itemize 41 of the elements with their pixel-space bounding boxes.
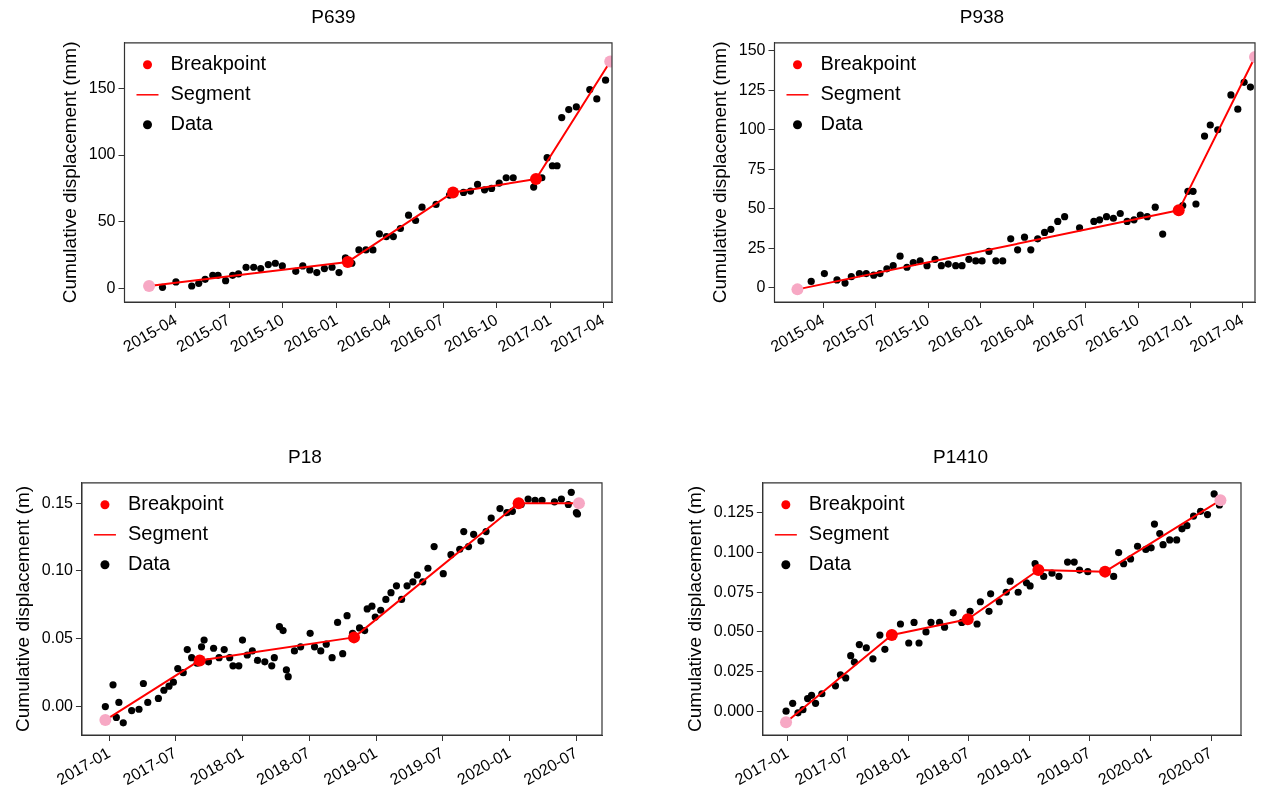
chart-title: P938 — [959, 5, 1005, 27]
y-tick-label: 0.050 — [713, 622, 754, 640]
y-tick-label: 150 — [738, 41, 766, 59]
y-axis-title: Cumulative displacement (m) — [11, 485, 33, 732]
y-tick-label: 50 — [747, 199, 766, 217]
y-tick-label: 0.10 — [41, 561, 74, 579]
y-tick-label: 0.125 — [713, 503, 754, 521]
y-axis-title: Cumulative displacement (mm) — [708, 41, 730, 304]
y-tick-label: 0.00 — [41, 696, 74, 714]
y-tick-label: 0.15 — [41, 493, 74, 511]
y-tick-label: 75 — [747, 159, 766, 177]
y-tick-label: 125 — [738, 80, 766, 98]
legend-label: Breakpoint — [170, 52, 267, 75]
chart-title: P639 — [311, 5, 356, 27]
y-tick-label: 0.025 — [713, 661, 754, 679]
y-tick-label: 0.075 — [713, 582, 754, 600]
y-tick-label: 0.100 — [713, 543, 754, 560]
legend-label: Data — [170, 112, 214, 135]
y-tick-label: 25 — [747, 238, 766, 256]
legend-label: Breakpoint — [820, 52, 917, 75]
y-axis-title: Cumulative displacement (m) — [683, 485, 705, 732]
legend-label: Data — [808, 552, 852, 575]
y-tick-label: 0.000 — [713, 701, 754, 719]
chart-title: P18 — [288, 445, 322, 467]
legend-label: Breakpoint — [808, 492, 905, 515]
legend-label: Segment — [127, 522, 209, 545]
legend-label: Segment — [170, 82, 251, 105]
legend-label: Data — [127, 552, 172, 575]
y-tick-label: 100 — [738, 120, 766, 138]
y-axis-title: Cumulative displacement (mm) — [58, 41, 80, 304]
legend-label: Data — [820, 112, 864, 135]
legend-label: Breakpoint — [127, 492, 224, 515]
y-tick-label: 0.05 — [41, 629, 74, 647]
y-tick-label: 100 — [88, 145, 116, 163]
chart-title: P1410 — [933, 445, 988, 467]
y-tick-label: 0 — [106, 279, 116, 297]
y-tick-label: 50 — [97, 212, 116, 230]
legend-label: Segment — [808, 522, 890, 545]
y-tick-label: 0 — [756, 278, 766, 296]
legend-label: Segment — [820, 82, 901, 105]
y-tick-label: 150 — [88, 78, 116, 96]
